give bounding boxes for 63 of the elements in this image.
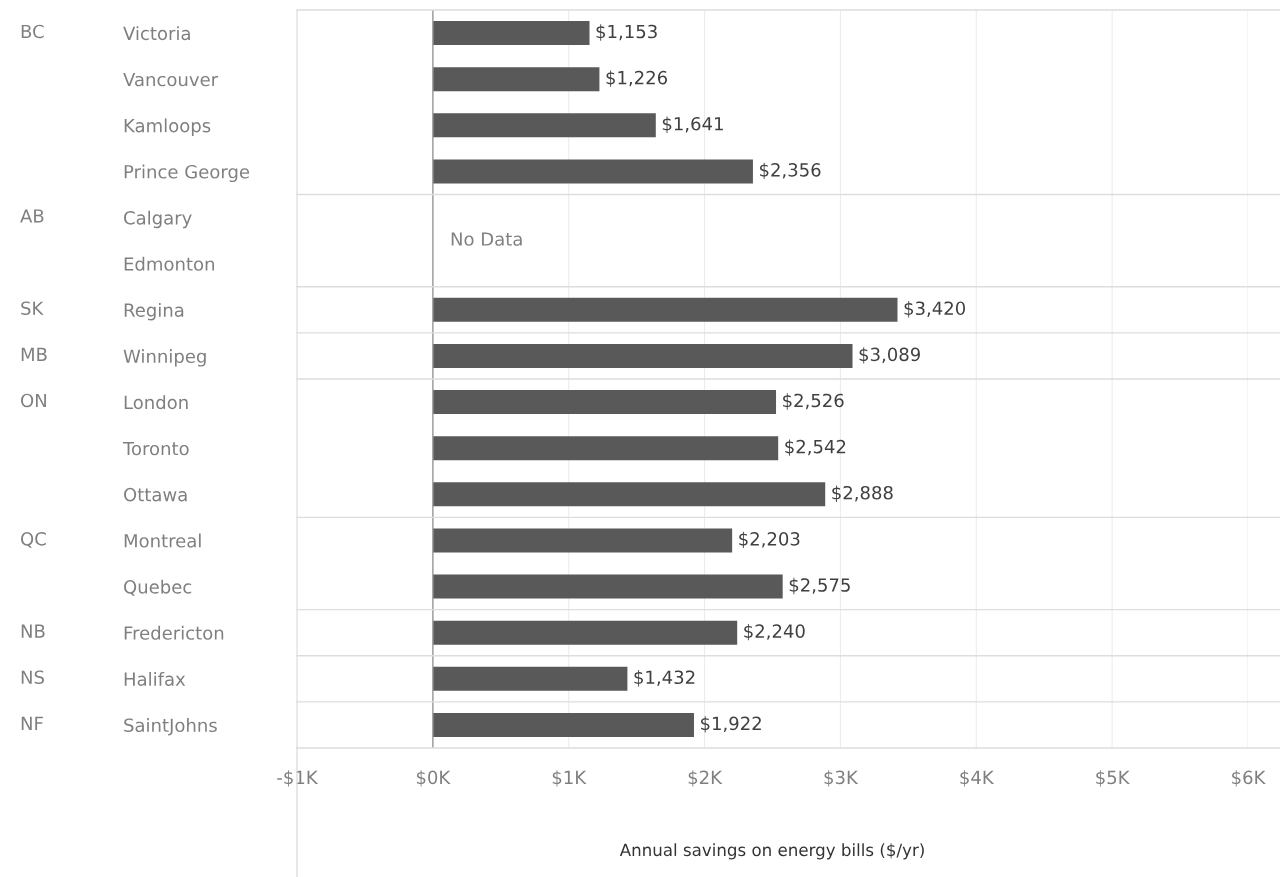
data-label: $2,542 xyxy=(785,439,846,456)
x-tick-label: $3K xyxy=(824,770,859,787)
bar xyxy=(432,620,738,645)
data-label: $1,922 xyxy=(701,716,761,733)
data-label: $2,203 xyxy=(739,531,800,549)
y-tick-label: Toronto xyxy=(122,441,189,456)
data-label: $1,641 xyxy=(662,116,723,133)
text: BC xyxy=(21,24,44,39)
bar xyxy=(432,436,779,461)
x-axis-title: Annual savings on energy bills ($/yr) xyxy=(619,843,924,860)
bar xyxy=(432,343,853,368)
text: NF xyxy=(21,716,43,730)
x-tick-label: $0K xyxy=(416,770,451,787)
bar xyxy=(432,482,826,507)
data-label: $1,226 xyxy=(606,70,668,87)
text: MB xyxy=(21,347,47,361)
bar xyxy=(432,159,753,184)
y-tick-label: Vancouver xyxy=(123,72,219,87)
bar xyxy=(432,67,600,92)
annotation: No Data xyxy=(451,232,522,246)
y-tick-label: Winnipeg xyxy=(123,349,206,367)
data-label: $1,153 xyxy=(596,24,657,41)
data-label: $2,526 xyxy=(783,393,844,410)
x-tick-label: $6K xyxy=(1232,770,1266,787)
y-tick-label: Calgary xyxy=(124,210,192,229)
bar xyxy=(432,297,898,322)
text: NB xyxy=(21,624,45,638)
data-label: $2,356 xyxy=(759,162,821,180)
text: QC xyxy=(21,532,46,548)
y-tick-label: Halifax xyxy=(124,671,186,686)
bar xyxy=(432,574,783,599)
text: AB xyxy=(20,209,44,223)
y-tick-label: Kamloops xyxy=(124,118,211,136)
y-tick-label: Fredericton xyxy=(124,625,224,640)
text: NS xyxy=(21,670,44,685)
text: ON xyxy=(21,393,46,408)
bar xyxy=(432,712,694,737)
data-label: $1,432 xyxy=(634,670,695,687)
data-label: $2,240 xyxy=(744,623,805,641)
bar xyxy=(432,390,777,415)
text: SK xyxy=(21,301,44,316)
data-label: $2,575 xyxy=(789,577,850,595)
bar xyxy=(432,666,628,691)
y-tick-label: Regina xyxy=(124,302,184,321)
y-tick-label: Prince George xyxy=(124,164,250,183)
bar xyxy=(432,21,590,46)
y-tick-label: Montreal xyxy=(124,533,201,548)
data-label: $3,420 xyxy=(904,301,966,318)
x-tick-label: $2K xyxy=(688,770,723,787)
bar xyxy=(432,113,656,138)
y-tick-label: Ottawa xyxy=(124,487,187,502)
data-label: $2,888 xyxy=(832,485,893,502)
data-label: $3,089 xyxy=(859,347,920,364)
y-tick-label: Quebec xyxy=(124,579,192,596)
x-tick-label: $1K xyxy=(552,770,587,787)
y-tick-label: SaintJohns xyxy=(124,718,217,736)
y-tick-label: London xyxy=(124,395,188,410)
bar xyxy=(432,528,733,553)
x-tick-label: $5K xyxy=(1096,770,1130,787)
x-tick-label: $4K xyxy=(960,770,995,787)
y-tick-label: Victoria xyxy=(123,26,190,41)
y-tick-label: Edmonton xyxy=(124,256,214,271)
x-tick-label: -$1K xyxy=(277,770,319,787)
